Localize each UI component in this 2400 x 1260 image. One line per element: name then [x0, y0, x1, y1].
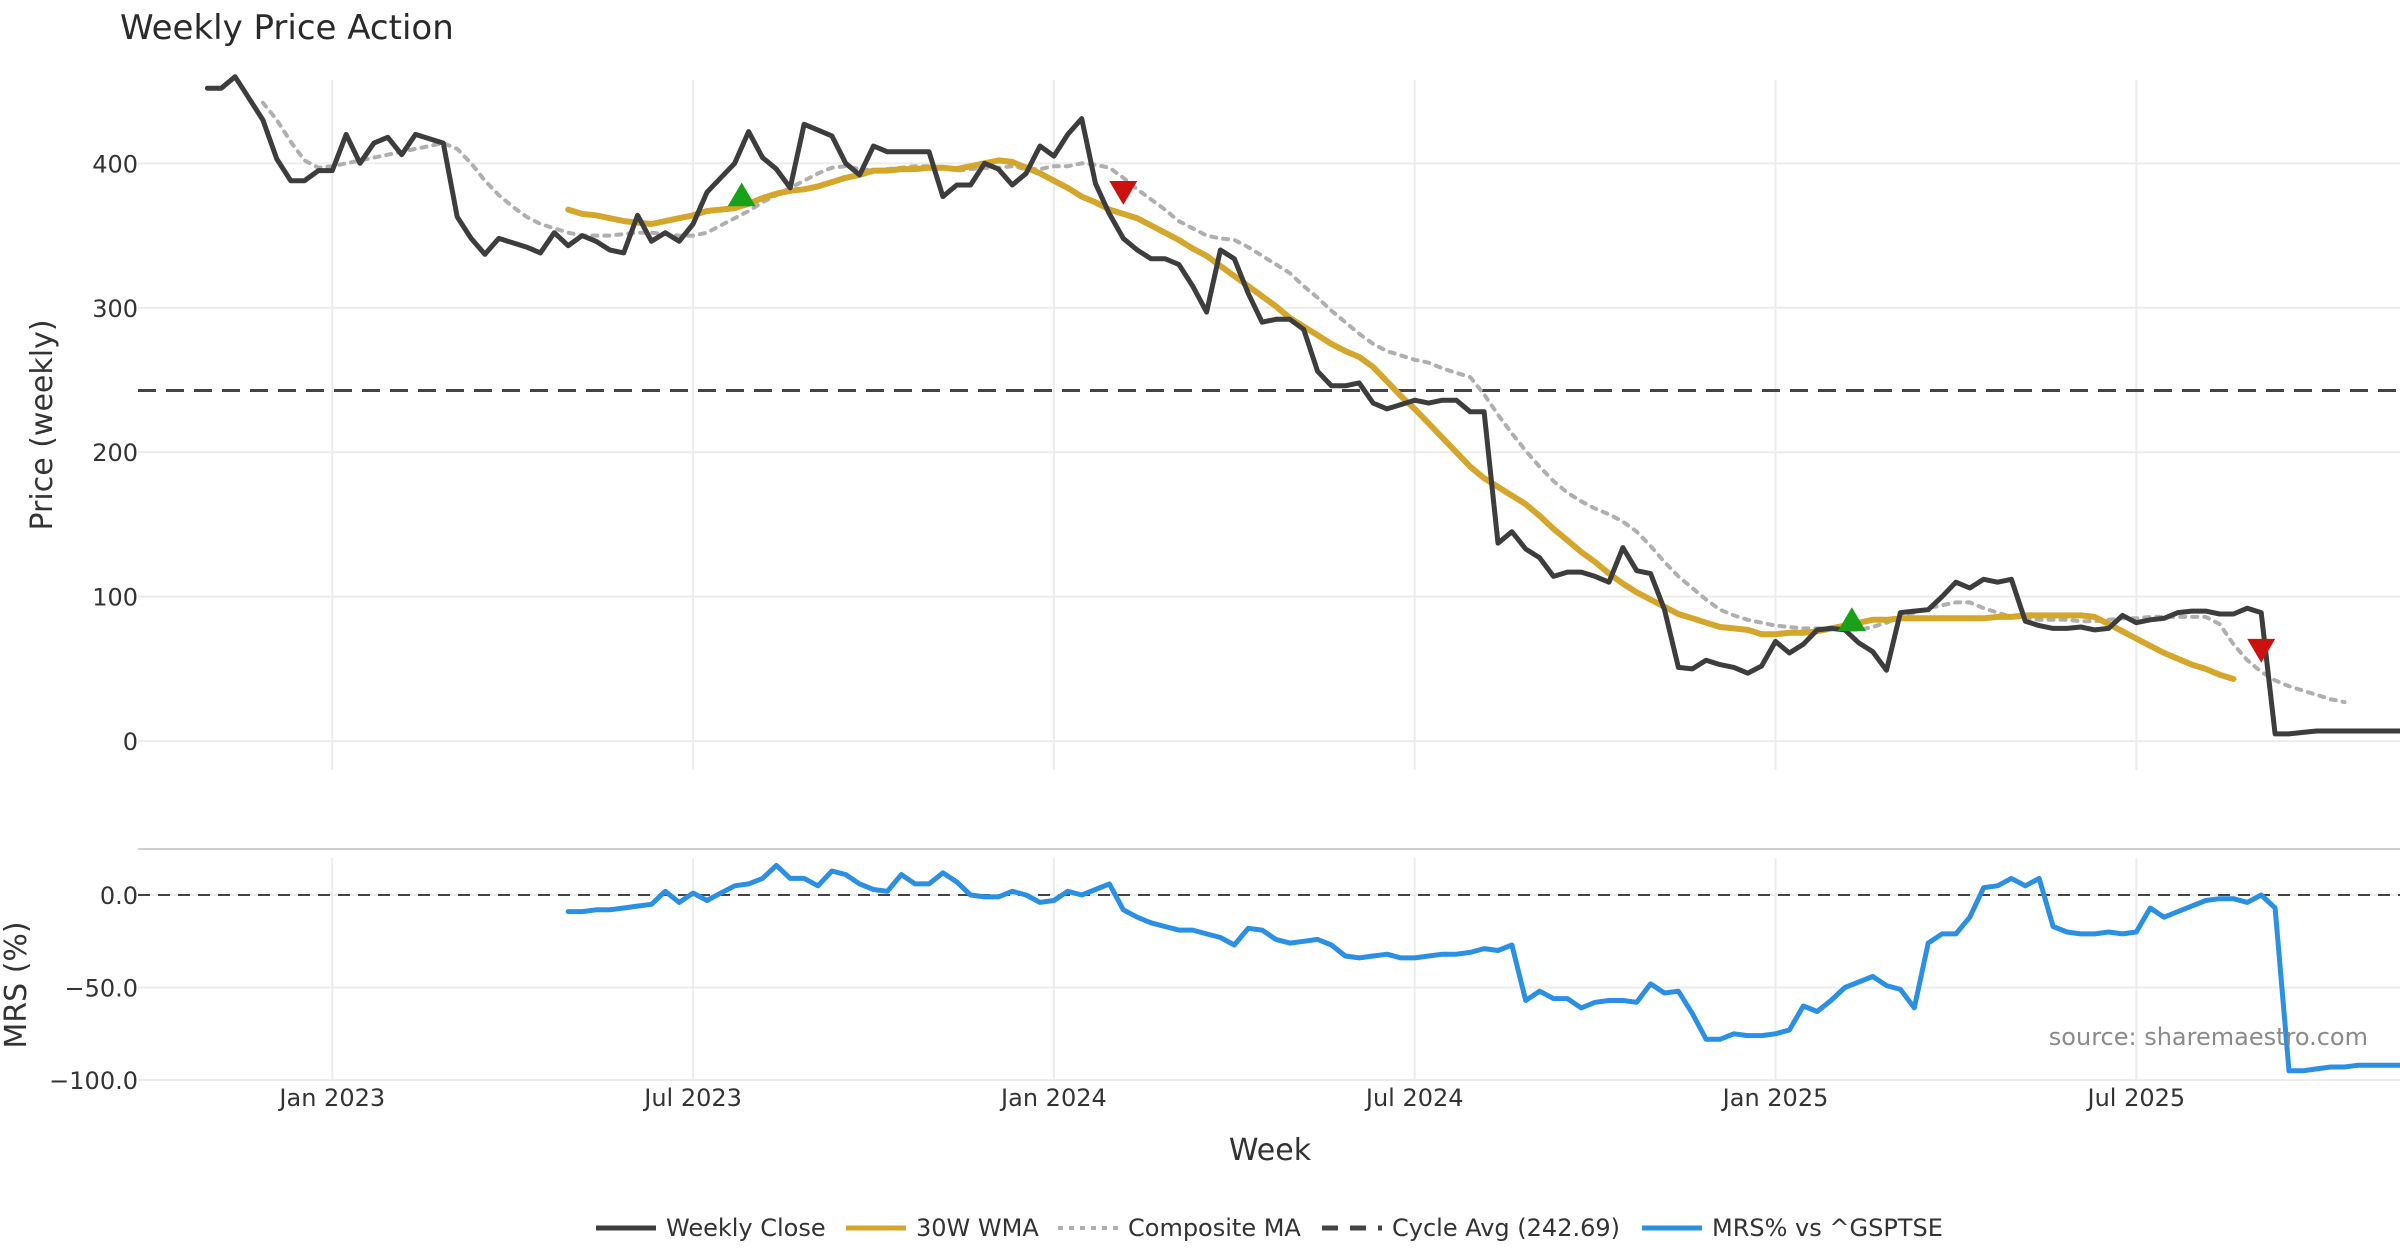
legend-item-1: 30W WMA: [846, 1214, 1039, 1242]
x-tick-1: Jul 2023: [642, 1084, 742, 1112]
mrs-y-tick-2: −100.0: [49, 1067, 138, 1095]
legend-label-0: Weekly Close: [666, 1214, 826, 1242]
sell-signal-marker-3: [2247, 638, 2276, 663]
x-tick-2: Jan 2024: [999, 1084, 1107, 1112]
legend: Weekly Close 30W WMA Composite MA Cycle Avg…: [596, 1214, 1943, 1242]
price-y-ticks: 0 100 200 300 400: [92, 150, 138, 756]
price-y-tick-2: 200: [92, 439, 138, 467]
x-tick-3: Jul 2024: [1364, 1084, 1464, 1112]
legend-item-4: MRS% vs ^GSPTSE: [1642, 1214, 1943, 1242]
buy-signal-marker-0: [727, 182, 756, 207]
price-gridlines: [138, 80, 2400, 770]
sell-signal-marker-1: [1109, 181, 1138, 205]
price-y-tick-0: 0: [123, 728, 138, 756]
signal-markers: [727, 181, 2276, 663]
series-30w-wma: [565, 157, 2237, 682]
source-note: source: sharemaestro.com: [2049, 1023, 2368, 1051]
mrs-y-tick-1: −50.0: [64, 975, 138, 1003]
series-composite-ma: [260, 100, 2347, 705]
legend-label-4: MRS% vs ^GSPTSE: [1712, 1214, 1943, 1242]
legend-label-2: Composite MA: [1128, 1214, 1301, 1242]
price-y-tick-4: 400: [92, 150, 138, 178]
legend-item-3: Cycle Avg (242.69): [1322, 1214, 1620, 1242]
buy-signal-marker-2: [1837, 607, 1866, 631]
legend-label-1: 30W WMA: [916, 1214, 1039, 1242]
legend-item-2: Composite MA: [1058, 1214, 1301, 1242]
series-mrs: [565, 862, 2400, 1074]
x-axis-label: Week: [1229, 1133, 1312, 1168]
price-y-axis-label: Price (weekly): [25, 319, 60, 530]
price-series: [204, 74, 2400, 737]
legend-item-0: Weekly Close: [596, 1214, 826, 1242]
x-tick-4: Jan 2025: [1721, 1084, 1829, 1112]
mrs-y-ticks: 0.0 −50.0 −100.0: [49, 882, 138, 1095]
x-tick-labels: Jan 2023 Jul 2023 Jan 2024 Jul 2024 Jan 2025…: [277, 1084, 2185, 1112]
x-tick-5: Jul 2025: [2085, 1084, 2185, 1112]
price-y-tick-3: 300: [92, 295, 138, 323]
series-weekly-close: [204, 74, 2400, 737]
mrs-series: [565, 862, 2400, 1074]
price-y-tick-1: 100: [92, 584, 138, 612]
x-tick-0: Jan 2023: [277, 1084, 385, 1112]
legend-label-3: Cycle Avg (242.69): [1392, 1214, 1620, 1242]
mrs-y-tick-0: 0.0: [100, 882, 138, 910]
mrs-y-axis-label: MRS (%): [0, 921, 34, 1048]
chart-title: Weekly Price Action: [120, 8, 454, 48]
